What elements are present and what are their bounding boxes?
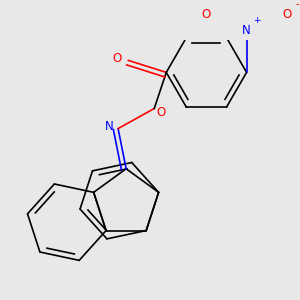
Text: +: + bbox=[253, 16, 260, 25]
Text: N: N bbox=[242, 24, 251, 37]
Text: O: O bbox=[202, 8, 211, 21]
Text: O: O bbox=[282, 8, 291, 21]
Text: O: O bbox=[157, 106, 166, 119]
Text: -: - bbox=[295, 0, 298, 9]
Text: N: N bbox=[105, 120, 114, 133]
Text: O: O bbox=[112, 52, 122, 65]
